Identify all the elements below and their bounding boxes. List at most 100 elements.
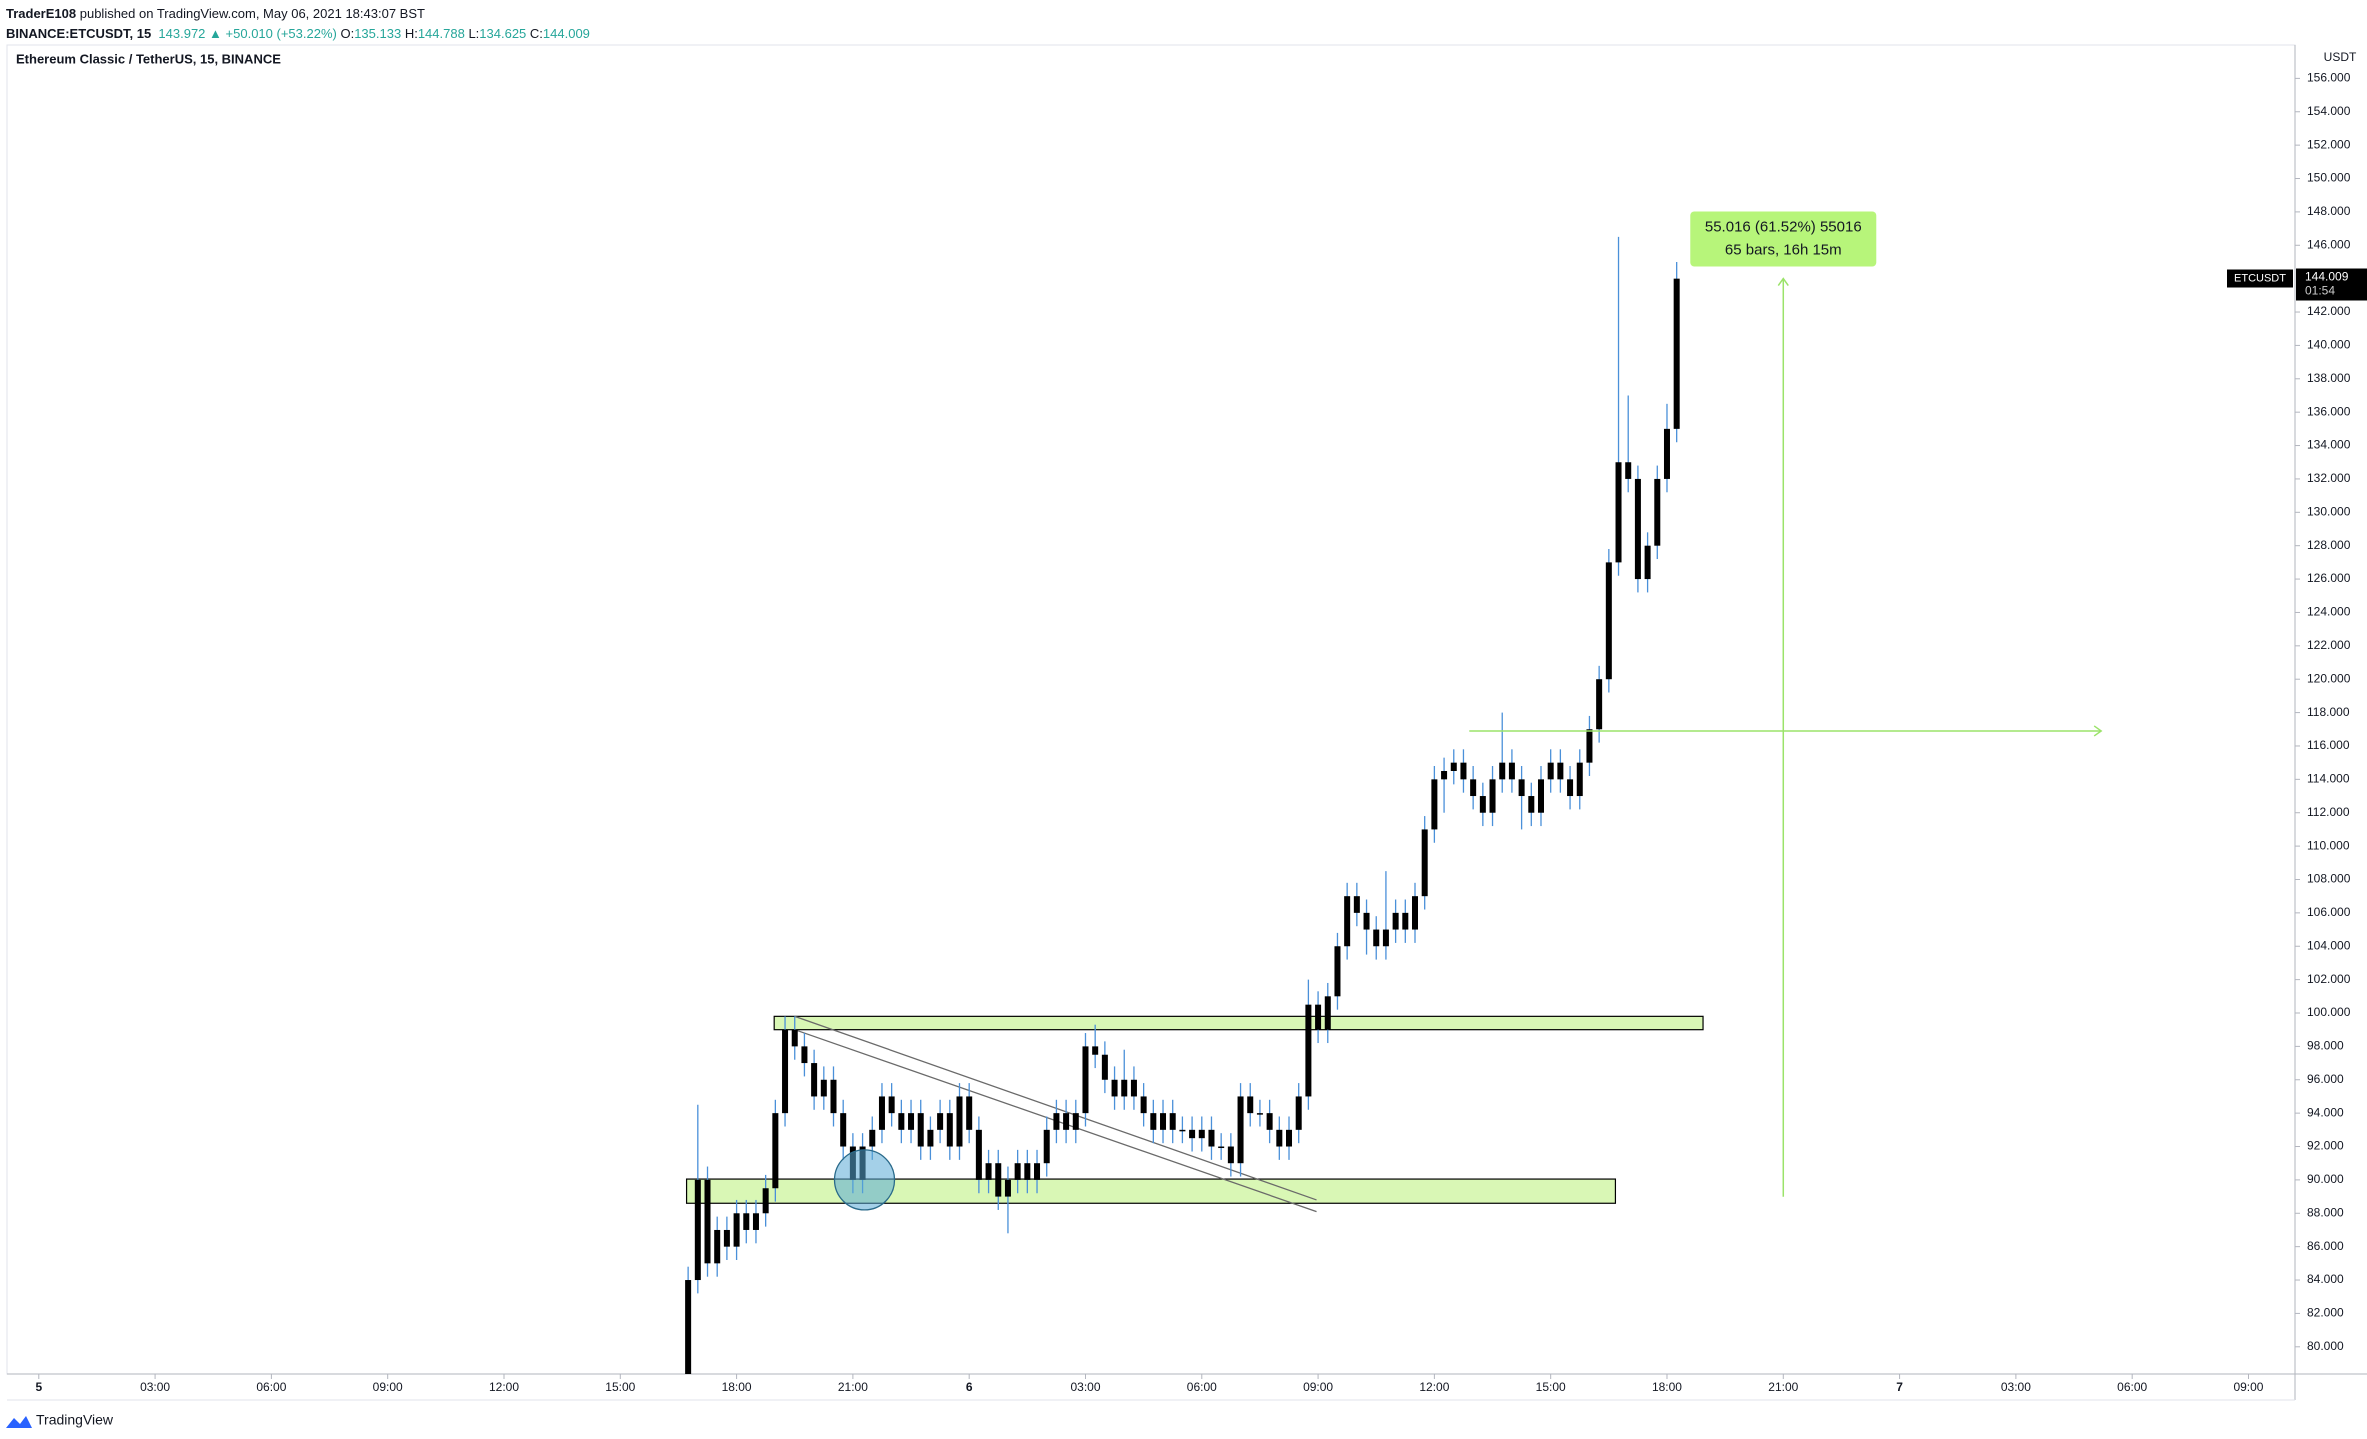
candle-body: [1605, 562, 1612, 680]
candle-body: [1363, 912, 1370, 930]
candle-body: [888, 1096, 895, 1114]
candle-body: [1286, 1129, 1293, 1147]
y-tick-label: 80.000: [2307, 1339, 2344, 1353]
c-value: 144.009: [542, 26, 590, 41]
candle-body: [1625, 462, 1632, 479]
candle-body: [1576, 762, 1583, 797]
x-tick-label: 03:00: [1070, 1380, 1100, 1394]
y-tick-label: 82.000: [2307, 1306, 2344, 1320]
candle-body: [878, 1096, 885, 1130]
x-tick-label: 06:00: [2117, 1380, 2147, 1394]
y-tick-label: 116.000: [2307, 738, 2350, 752]
x-tick-label: 7: [1896, 1380, 1903, 1394]
candle-body: [704, 1179, 711, 1264]
y-tick-label: 140.000: [2307, 338, 2351, 352]
y-tick-label: 90.000: [2307, 1172, 2344, 1186]
candle-body: [927, 1129, 934, 1147]
y-tick-label: 124.000: [2307, 605, 2351, 619]
y-tick-label: 122.000: [2307, 638, 2351, 652]
y-tick-label: 118.000: [2307, 705, 2350, 719]
candle-body: [1324, 996, 1331, 1030]
x-tick-label: 12:00: [489, 1380, 519, 1394]
candle-body: [1121, 1079, 1128, 1097]
y-tick-label: 128.000: [2307, 538, 2351, 552]
axis-unit: USDT: [2324, 50, 2357, 64]
y-tick-label: 88.000: [2307, 1205, 2344, 1219]
x-tick-label: 06:00: [256, 1380, 286, 1394]
candle-body: [1198, 1129, 1205, 1139]
y-tick-label: 104.000: [2307, 938, 2351, 952]
h-value: 144.788: [417, 26, 465, 41]
candle-body: [1227, 1146, 1234, 1164]
y-tick-label: 146.000: [2307, 237, 2351, 251]
candle-body: [694, 1179, 701, 1281]
candle-body: [1431, 779, 1438, 830]
candle-body: [1596, 679, 1603, 730]
candle-body: [1508, 762, 1515, 780]
candle-body: [985, 1163, 992, 1180]
y-tick-label: 96.000: [2307, 1072, 2344, 1086]
last-price-box: [2296, 268, 2367, 301]
candle-body: [1392, 912, 1399, 930]
x-tick-label: 5: [35, 1380, 42, 1394]
candle-body: [898, 1113, 905, 1130]
candle-body: [1567, 779, 1574, 797]
y-tick-label: 134.000: [2307, 438, 2351, 452]
y-tick-label: 114.000: [2307, 772, 2350, 786]
author: TraderE108: [6, 6, 77, 21]
y-tick-label: 136.000: [2307, 404, 2351, 418]
x-tick-label: 03:00: [140, 1380, 170, 1394]
candle-body: [1334, 946, 1341, 997]
y-tick-label: 152.000: [2307, 137, 2351, 151]
candle-body: [1150, 1113, 1157, 1130]
candle-body: [801, 1046, 808, 1064]
candle-body: [1053, 1113, 1060, 1130]
candle-body: [1479, 796, 1486, 813]
symbol: BINANCE:ETCUSDT, 15: [6, 26, 152, 41]
measure-label: 55.016 (61.52%) 55016: [1705, 218, 1862, 235]
candle-body: [908, 1113, 915, 1130]
o-label: O:: [340, 26, 355, 41]
candle-body: [1218, 1146, 1225, 1149]
candle-body: [714, 1229, 721, 1264]
y-tick-label: 150.000: [2307, 171, 2351, 185]
candle-body: [1256, 1113, 1263, 1115]
y-tick-label: 138.000: [2307, 371, 2351, 385]
measure-arrow: [1777, 277, 1789, 286]
x-tick-label: 15:00: [1536, 1380, 1566, 1394]
candle-body: [762, 1188, 769, 1214]
measure-box: [1690, 211, 1877, 267]
x-tick-label: 15:00: [605, 1380, 635, 1394]
candle-body: [1441, 771, 1448, 780]
chart-title: Ethereum Classic / TetherUS, 15, BINANCE: [16, 51, 281, 66]
y-tick-label: 110.000: [2307, 838, 2350, 852]
y-tick-label: 112.000: [2307, 805, 2350, 819]
candle-body: [1382, 929, 1389, 947]
x-tick-label: 03:00: [2001, 1380, 2031, 1394]
candle-body: [1266, 1113, 1273, 1130]
x-tick-label: 21:00: [1768, 1380, 1798, 1394]
h-label: H:: [404, 26, 418, 41]
candle-body: [772, 1113, 779, 1189]
header: TraderE108 published on TradingView.com,…: [6, 4, 590, 44]
candle-body: [685, 1280, 692, 1374]
candle-body: [830, 1079, 837, 1114]
candle-body: [1586, 729, 1593, 763]
candle-body: [782, 1029, 789, 1114]
candle-body: [1295, 1096, 1302, 1130]
candle-body: [1063, 1113, 1070, 1130]
candle-body: [1537, 779, 1544, 813]
candle-body: [1528, 796, 1535, 813]
x-tick-label: 21:00: [838, 1380, 868, 1394]
last-price-symbol-box: [2227, 269, 2293, 288]
candle-body: [723, 1229, 730, 1247]
x-tick-label: 09:00: [1303, 1380, 1333, 1394]
y-tick-label: 106.000: [2307, 905, 2351, 919]
candle-body: [743, 1213, 750, 1230]
plot-area: [685, 236, 2103, 1374]
candle-body: [1276, 1129, 1283, 1147]
candle-body: [869, 1129, 876, 1147]
candle-body: [1043, 1129, 1050, 1164]
candle-body: [917, 1113, 924, 1147]
